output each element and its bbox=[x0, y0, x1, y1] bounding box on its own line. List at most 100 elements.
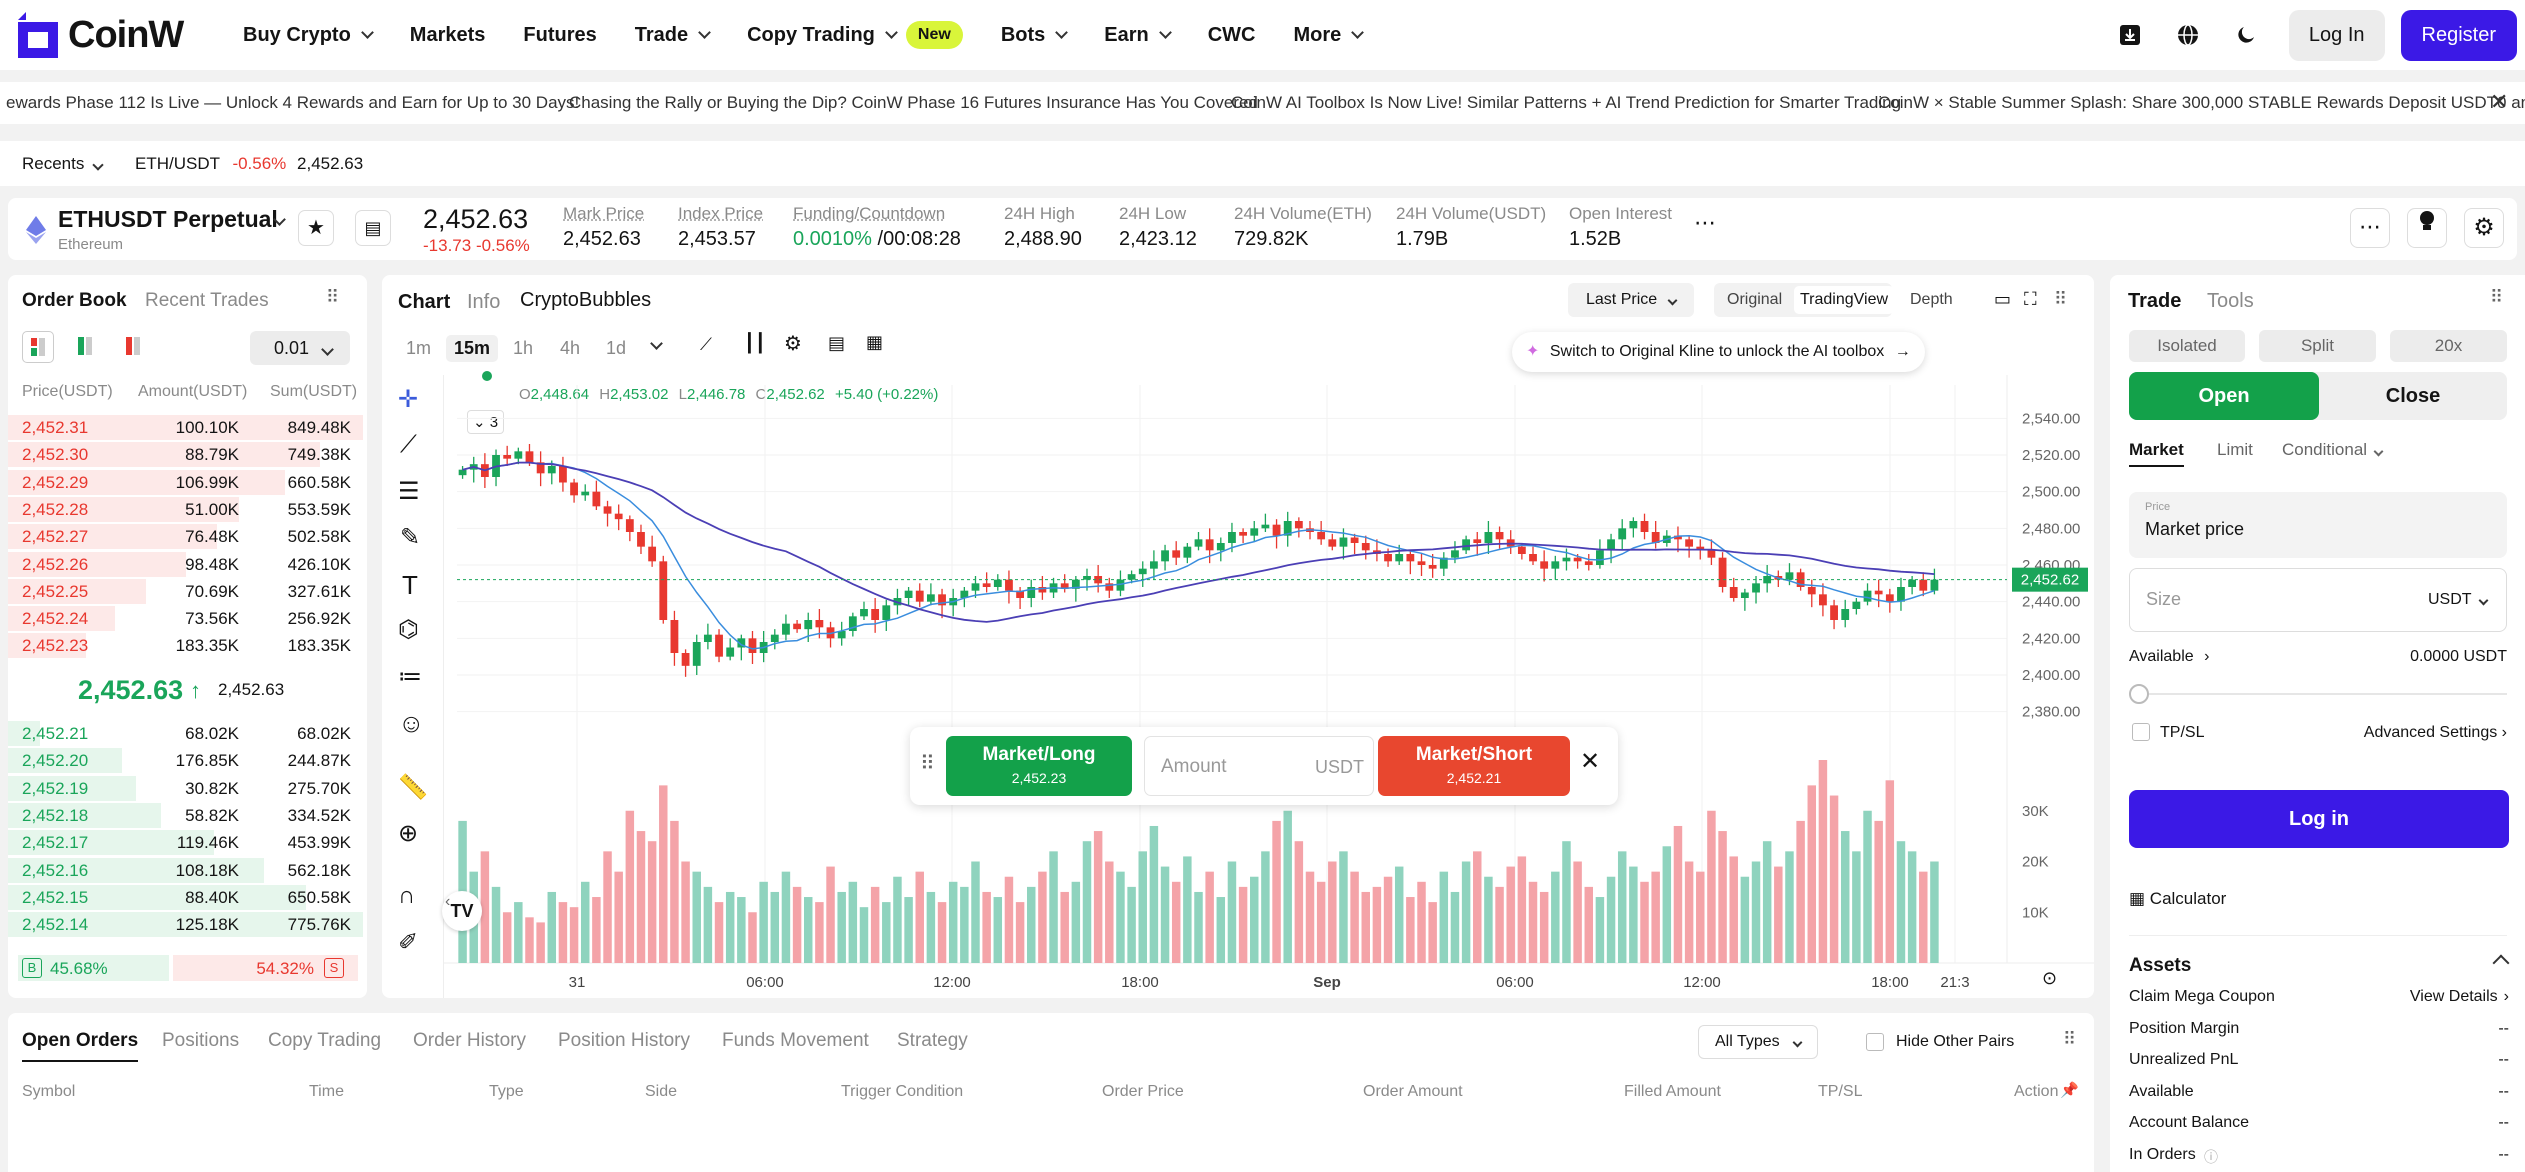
size-unit-select[interactable]: USDT bbox=[2428, 591, 2489, 609]
favorite-star-icon[interactable]: ★ bbox=[298, 210, 334, 246]
stat-label[interactable]: Mark Price bbox=[563, 204, 645, 223]
market-short-button[interactable]: Market/Short 2,452.21 bbox=[1378, 736, 1570, 796]
close-quick-trade-icon[interactable]: ✕ bbox=[1580, 748, 1601, 775]
tradingview-logo[interactable]: TV bbox=[442, 891, 482, 931]
nav-item-copy-trading[interactable]: Copy Trading New bbox=[747, 21, 963, 49]
bid-row[interactable]: 2,452.18 58.82K 334.52K bbox=[8, 802, 367, 829]
more-stats-icon[interactable]: ⋯ bbox=[1694, 210, 1716, 235]
tab-chart[interactable]: Chart bbox=[398, 291, 451, 313]
chart-settings-gear-icon[interactable]: ⚙ bbox=[784, 333, 802, 355]
drag-handle-icon[interactable]: ⠿ bbox=[2490, 287, 2504, 307]
interval-1m[interactable]: 1m bbox=[406, 338, 432, 358]
recents-dropdown[interactable]: Recents bbox=[22, 154, 105, 174]
lock-drawing-icon[interactable]: ✐ bbox=[398, 929, 419, 956]
interval-4h[interactable]: 4h bbox=[560, 338, 581, 358]
view-asks-icon[interactable] bbox=[118, 331, 150, 363]
ask-row[interactable]: 2,452.23 183.35K 183.35K bbox=[8, 632, 367, 659]
fullscreen-icon[interactable]: ⛶ bbox=[2024, 289, 2037, 309]
ask-row[interactable]: 2,452.31 100.10K 849.48K bbox=[8, 414, 367, 441]
view-bids-icon[interactable] bbox=[70, 331, 102, 363]
bid-row[interactable]: 2,452.19 30.82K 275.70K bbox=[8, 775, 367, 802]
order-type-conditional[interactable]: Conditional bbox=[2282, 440, 2384, 460]
ask-row[interactable]: 2,452.27 76.48K 502.58K bbox=[8, 523, 367, 550]
price-type-select[interactable]: Last Price bbox=[1568, 283, 1695, 317]
ticker-item[interactable]: CoinW × Stable Summer Splash: Share 300,… bbox=[1878, 93, 2525, 112]
trendline-icon[interactable]: ⟋ bbox=[400, 431, 417, 458]
margin-mode-button[interactable]: Isolated bbox=[2129, 330, 2245, 362]
quick-amount-input[interactable]: Amount USDT bbox=[1144, 736, 1374, 796]
advanced-settings-link[interactable]: Advanced Settings › bbox=[2363, 724, 2507, 741]
fib-icon[interactable]: ☰ bbox=[398, 478, 420, 505]
position-mode-button[interactable]: Split bbox=[2259, 330, 2376, 362]
text-tool-icon[interactable]: T bbox=[402, 570, 418, 600]
moon-icon[interactable] bbox=[2231, 20, 2261, 50]
leverage-button[interactable]: 20x bbox=[2390, 330, 2507, 362]
stat-label[interactable]: Index Price bbox=[678, 204, 764, 223]
indicator-icon[interactable]: ⟋ bbox=[700, 335, 712, 354]
ruler-icon[interactable]: 📏 bbox=[398, 774, 428, 801]
interval-15m[interactable]: 15m bbox=[446, 335, 499, 362]
ai-toolbox-banner[interactable]: ✦ Switch to Original Kline to unlock the… bbox=[1512, 332, 1925, 372]
settings-gear-icon[interactable]: ⚙ bbox=[2464, 208, 2504, 248]
tab-order-book[interactable]: Order Book bbox=[22, 290, 127, 311]
open-tab[interactable]: Open bbox=[2129, 372, 2319, 420]
tab-info[interactable]: Info bbox=[467, 291, 501, 313]
bid-row[interactable]: 2,452.20 176.85K 244.87K bbox=[8, 747, 367, 774]
coinw-logo[interactable]: CoinW bbox=[18, 12, 184, 58]
ticker-item[interactable]: CoinW AI Toolbox Is Now Live! Similar Pa… bbox=[1231, 93, 1902, 112]
nav-item-bots[interactable]: Bots bbox=[1001, 24, 1069, 47]
nav-item-buy-crypto[interactable]: Buy Crypto bbox=[243, 24, 374, 47]
nav-item-futures[interactable]: Futures bbox=[523, 24, 596, 47]
bid-row[interactable]: 2,452.21 68.02K 68.02K bbox=[8, 720, 367, 747]
tab-recent-trades[interactable]: Recent Trades bbox=[145, 290, 269, 311]
tab-trade[interactable]: Trade bbox=[2128, 290, 2182, 312]
view-both-icon[interactable] bbox=[22, 331, 54, 363]
ask-row[interactable]: 2,452.30 88.79K 749.38K bbox=[8, 441, 367, 468]
tpsl-checkbox[interactable] bbox=[2132, 723, 2150, 741]
login-button[interactable]: Log In bbox=[2288, 9, 2385, 61]
drag-handle-icon[interactable]: ⠿ bbox=[2054, 289, 2068, 309]
emoji-icon[interactable]: ☺ bbox=[398, 708, 425, 738]
bid-row[interactable]: 2,452.15 88.40K 650.58K bbox=[8, 884, 367, 911]
slider-handle[interactable] bbox=[2129, 684, 2149, 704]
time-settings-icon[interactable]: ⊙ bbox=[2042, 968, 2058, 988]
asset-row[interactable]: Claim Mega Coupon View Details › bbox=[2129, 988, 2509, 1012]
quick-trade-drag-icon[interactable]: ⠿ bbox=[920, 753, 935, 775]
market-long-button[interactable]: Market/Long 2,452.23 bbox=[946, 736, 1132, 796]
nav-item-cwc[interactable]: CWC bbox=[1208, 24, 1256, 47]
nav-item-markets[interactable]: Markets bbox=[410, 24, 486, 47]
available-label[interactable]: Available › bbox=[2129, 648, 2210, 665]
tab-funds-movement[interactable]: Funds Movement bbox=[722, 1030, 869, 1051]
more-options-icon[interactable]: ⋯ bbox=[2350, 208, 2390, 248]
view-original[interactable]: Original bbox=[1727, 291, 1783, 308]
layout-icon[interactable]: ▭ bbox=[1994, 289, 2012, 309]
nav-item-earn[interactable]: Earn bbox=[1104, 24, 1172, 47]
candlestick-chart[interactable]: 2,540.002,520.002,500.002,480.002,460.00… bbox=[382, 275, 2094, 998]
ask-row[interactable]: 2,452.25 70.69K 327.61K bbox=[8, 578, 367, 605]
tab-open-orders[interactable]: Open Orders bbox=[22, 1030, 139, 1062]
document-icon[interactable]: ▤ bbox=[355, 210, 391, 246]
order-type-limit[interactable]: Limit bbox=[2217, 440, 2253, 459]
pin-icon[interactable]: 📌 bbox=[2060, 1082, 2079, 1099]
forecast-icon[interactable]: ≔ bbox=[398, 663, 422, 690]
tab-cryptobubbles[interactable]: CryptoBubbles bbox=[520, 289, 652, 311]
candle-type-icon[interactable]: ┃┃ bbox=[744, 333, 766, 353]
ticker-item[interactable]: ewards Phase 112 Is Live — Unlock 4 Rewa… bbox=[6, 93, 580, 112]
bid-row[interactable]: 2,452.14 125.18K 775.76K bbox=[8, 911, 367, 938]
globe-icon[interactable] bbox=[2173, 20, 2203, 50]
info-icon[interactable]: ⓘ bbox=[2204, 1148, 2218, 1165]
collapse-assets-icon[interactable] bbox=[2492, 954, 2510, 972]
tab-tools[interactable]: Tools bbox=[2207, 290, 2254, 312]
tab-position-history[interactable]: Position History bbox=[558, 1030, 690, 1051]
ask-row[interactable]: 2,452.26 98.48K 426.10K bbox=[8, 551, 367, 578]
view-tradingview[interactable]: TradingView bbox=[1794, 286, 1895, 314]
template-icon[interactable]: ▤ bbox=[828, 333, 846, 353]
drag-handle-icon[interactable]: ⠿ bbox=[326, 287, 340, 307]
precision-select[interactable]: 0.01 bbox=[250, 331, 350, 365]
magnet-icon[interactable]: ∩ bbox=[398, 882, 416, 909]
tab-copy-trading[interactable]: Copy Trading bbox=[268, 1030, 382, 1051]
ask-row[interactable]: 2,452.28 51.00K 553.59K bbox=[8, 496, 367, 523]
order-type-market[interactable]: Market bbox=[2129, 440, 2184, 467]
brush-icon[interactable]: ✎ bbox=[400, 524, 421, 551]
tab-strategy[interactable]: Strategy bbox=[897, 1030, 968, 1051]
